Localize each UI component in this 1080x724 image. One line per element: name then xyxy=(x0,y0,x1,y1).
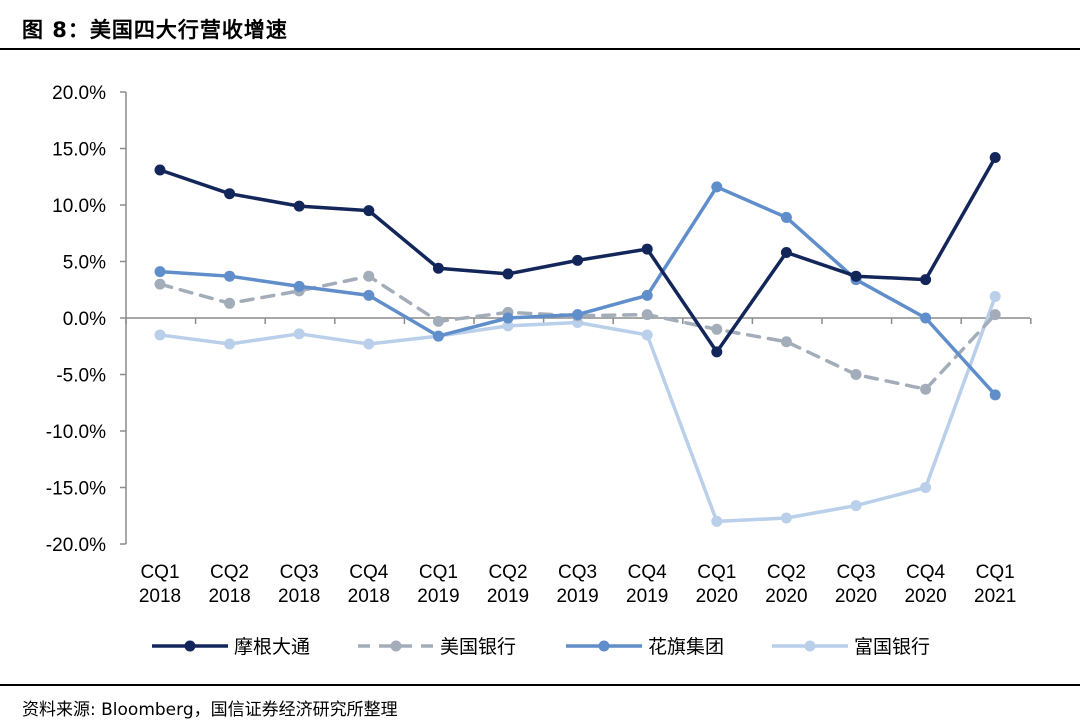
data-point xyxy=(989,309,1001,321)
data-point xyxy=(502,320,514,332)
series-line xyxy=(158,274,997,391)
data-point xyxy=(502,312,514,324)
y-tick-label: -15.0% xyxy=(46,479,106,500)
y-tick-label: 20.0% xyxy=(52,83,106,104)
series-1 xyxy=(154,152,1001,358)
data-point xyxy=(154,164,166,176)
series-line xyxy=(158,185,997,397)
x-tick-label: CQ3 2018 xyxy=(278,562,320,607)
data-point xyxy=(641,289,653,301)
x-tick-label: CQ1 2021 xyxy=(974,562,1016,607)
y-tick-label: -5.0% xyxy=(56,366,106,387)
legend-marker xyxy=(390,640,402,652)
data-point xyxy=(711,323,723,335)
x-tick-label: CQ2 2018 xyxy=(208,562,250,607)
data-point xyxy=(920,274,932,286)
data-point xyxy=(432,315,444,327)
x-tick-label: CQ1 2018 xyxy=(139,562,181,607)
data-point xyxy=(363,289,375,301)
y-tick-label: 5.0% xyxy=(63,253,106,274)
x-tick-label: CQ3 2019 xyxy=(556,562,598,607)
series-layer xyxy=(154,152,1001,527)
source-note: 资料来源: Bloomberg，国信证券经济研究所整理 xyxy=(22,700,398,720)
legend-marker xyxy=(184,640,196,652)
series-4 xyxy=(154,291,1001,527)
y-tick-label: 0.0% xyxy=(63,309,106,330)
data-point xyxy=(641,243,653,255)
footer: 资料来源: Bloomberg，国信证券经济研究所整理 xyxy=(0,684,1080,724)
data-point xyxy=(989,291,1001,303)
y-tick-label: -10.0% xyxy=(46,422,106,443)
data-point xyxy=(154,266,166,278)
data-point xyxy=(641,309,653,321)
x-tick-label: CQ2 2020 xyxy=(765,562,807,607)
series-3 xyxy=(154,181,1001,401)
legend-marker xyxy=(598,640,610,652)
legend-label: 富国银行 xyxy=(854,636,930,658)
legend-item: 富国银行 xyxy=(772,636,930,658)
data-point xyxy=(989,389,1001,401)
x-tick-label: CQ1 2020 xyxy=(696,562,738,607)
data-point xyxy=(224,270,236,282)
data-point xyxy=(224,297,236,309)
data-point xyxy=(711,515,723,527)
y-tick-label: 15.0% xyxy=(52,140,106,161)
data-point xyxy=(154,278,166,290)
data-point xyxy=(432,262,444,274)
data-point xyxy=(989,152,1001,164)
x-tick-label: CQ2 2019 xyxy=(487,562,529,607)
data-point xyxy=(502,268,514,280)
x-tick-label: CQ3 2020 xyxy=(835,562,877,607)
data-point xyxy=(224,338,236,350)
data-point xyxy=(363,338,375,350)
legend-item: 花旗集团 xyxy=(566,636,724,658)
data-point xyxy=(293,280,305,292)
data-point xyxy=(780,512,792,524)
data-point xyxy=(363,270,375,282)
x-axis: CQ1 2018 CQ2 2018 CQ3 2018 CQ4 2018 CQ1 2019 CQ2 20… xyxy=(125,317,1032,607)
data-point xyxy=(224,188,236,200)
legend-item: 摩根大通 xyxy=(152,636,310,658)
data-point xyxy=(920,482,932,493)
data-point xyxy=(572,309,584,321)
legend: 摩根大通 美国银行 花旗集团 富国银行 xyxy=(152,636,930,658)
x-tick-label: CQ1 2019 xyxy=(417,562,459,607)
x-tick-label: CQ4 2019 xyxy=(626,562,668,607)
data-point xyxy=(432,330,444,342)
data-point xyxy=(711,181,723,193)
data-point xyxy=(711,346,723,358)
data-point xyxy=(641,329,653,341)
data-point xyxy=(780,246,792,258)
data-point xyxy=(780,211,792,223)
figure-title: 图 8：美国四大行营收增速 xyxy=(22,18,288,42)
y-axis: 20.0% 15.0% 10.0% 5.0% 0.0% -5.0% -10.0% -15.0%… xyxy=(46,83,127,556)
legend-label: 摩根大通 xyxy=(234,636,310,658)
line-chart: 20.0% 15.0% 10.0% 5.0% 0.0% -5.0% -10.0% -15.0%… xyxy=(46,83,1032,658)
data-point xyxy=(850,270,862,282)
legend-label: 美国银行 xyxy=(440,636,516,658)
data-point xyxy=(154,329,166,341)
legend-item: 美国银行 xyxy=(358,636,516,658)
data-point xyxy=(363,205,375,217)
y-tick-label: 10.0% xyxy=(52,196,106,217)
data-point xyxy=(780,336,792,348)
legend-marker xyxy=(804,640,816,652)
data-point xyxy=(850,500,862,512)
x-tick-label: CQ4 2018 xyxy=(348,562,390,607)
legend-label: 花旗集团 xyxy=(648,636,724,658)
data-point xyxy=(293,328,305,340)
data-point xyxy=(920,312,932,324)
data-point xyxy=(293,200,305,212)
data-point xyxy=(572,254,584,266)
series-line xyxy=(158,294,997,524)
data-point xyxy=(920,383,932,395)
x-tick-label: CQ4 2020 xyxy=(904,562,946,607)
y-tick-label: -20.0% xyxy=(46,535,106,556)
title-bar: 图 8：美国四大行营收增速 xyxy=(0,0,1080,50)
data-point xyxy=(850,369,862,380)
